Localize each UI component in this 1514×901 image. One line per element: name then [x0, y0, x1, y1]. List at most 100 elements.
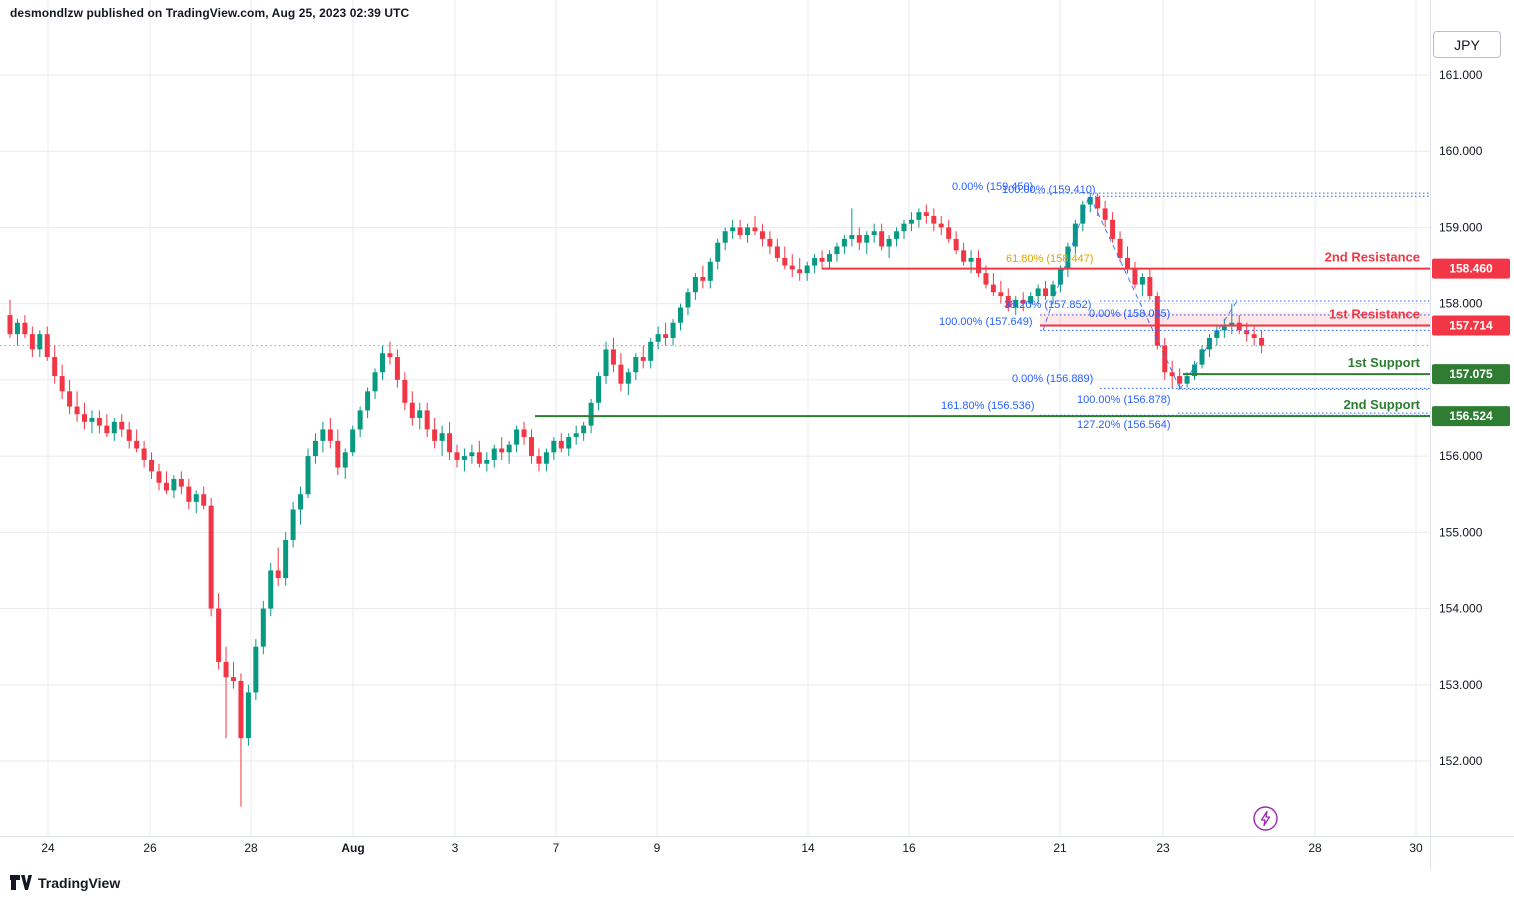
sr-label: 2nd Support	[1343, 397, 1420, 412]
candle	[223, 661, 229, 678]
candle	[320, 429, 326, 441]
fib-label: 127.20% (156.564)	[1077, 419, 1171, 431]
candle	[253, 646, 259, 693]
candle	[357, 410, 363, 430]
candle	[1251, 334, 1257, 338]
candle	[797, 269, 803, 274]
candle	[834, 246, 840, 255]
candle	[111, 421, 117, 434]
x-axis-label: 9	[654, 841, 661, 855]
candle	[499, 448, 505, 453]
candle	[819, 257, 825, 262]
sr-label: 1st Resistance	[1329, 306, 1420, 321]
y-axis-label: 154.000	[1439, 602, 1483, 616]
candle	[439, 433, 445, 441]
fib-label: 0.00% (159.450)	[952, 181, 1033, 193]
candle	[707, 261, 713, 281]
candle	[260, 608, 266, 647]
candle	[566, 437, 572, 449]
candle	[1244, 330, 1250, 335]
candle	[923, 212, 929, 217]
candle	[856, 235, 862, 243]
symbol-badge[interactable]: JPY	[1433, 31, 1501, 58]
candle	[44, 334, 50, 358]
candle	[938, 223, 944, 228]
candle	[916, 212, 922, 220]
candle	[238, 680, 244, 739]
candle	[424, 410, 430, 430]
x-axis-label: 16	[902, 841, 916, 855]
candle	[387, 353, 393, 358]
x-axis-label: 30	[1409, 841, 1423, 855]
candle	[447, 433, 453, 453]
candle	[931, 216, 937, 224]
candle	[961, 250, 967, 262]
candle	[879, 231, 885, 247]
x-axis-label: 28	[1308, 841, 1322, 855]
candle	[52, 357, 58, 377]
candle	[82, 414, 87, 422]
candle	[186, 486, 192, 502]
lightning-bolt-icon[interactable]	[1252, 805, 1279, 832]
candle	[1192, 364, 1198, 377]
candle	[1139, 276, 1145, 285]
candle	[1214, 330, 1220, 338]
candle	[275, 570, 281, 579]
candle	[335, 440, 341, 468]
price-label: 157.075	[1449, 367, 1493, 381]
candle	[1162, 345, 1168, 373]
candle	[14, 322, 20, 335]
candle	[1087, 196, 1093, 205]
candle	[312, 440, 318, 457]
candle	[588, 402, 594, 426]
candle	[432, 429, 438, 441]
tradingview-logo[interactable]: TradingView	[10, 874, 120, 891]
candle	[350, 429, 356, 453]
candle	[394, 357, 400, 380]
fib-trend-lines	[1042, 192, 1238, 390]
candle	[1050, 284, 1056, 297]
fib-label: 100.00% (156.878)	[1077, 394, 1171, 406]
y-axis-label: 158.000	[1439, 297, 1483, 311]
candle	[655, 334, 661, 342]
candle	[670, 322, 676, 338]
fib-labels: 0.00% (159.450)100.00% (159.410) 61.80% (…	[939, 181, 1171, 431]
candle	[1102, 208, 1108, 220]
candle	[610, 349, 616, 365]
gridlines	[0, 0, 1430, 836]
candle	[976, 257, 981, 274]
y-axis-label: 152.000	[1439, 754, 1483, 768]
candle	[365, 391, 371, 411]
y-axis-label: 156.000	[1439, 449, 1483, 463]
candle	[864, 235, 870, 243]
candle	[74, 406, 80, 415]
candle	[841, 238, 847, 247]
candle	[514, 429, 520, 445]
candle	[380, 353, 385, 373]
candle	[625, 372, 631, 384]
candle	[1236, 322, 1242, 331]
candle	[171, 478, 177, 491]
candle	[156, 471, 162, 483]
candle	[827, 254, 832, 262]
candle	[849, 235, 855, 239]
candle	[163, 482, 169, 491]
candle	[305, 456, 311, 495]
candle	[1147, 276, 1153, 297]
candle	[759, 231, 765, 239]
candle	[29, 334, 35, 350]
candle	[603, 349, 609, 377]
candle	[983, 273, 989, 285]
candle	[782, 257, 788, 266]
candle	[663, 334, 669, 338]
candle	[7, 315, 13, 335]
candle	[1117, 238, 1123, 258]
candle	[283, 539, 289, 579]
candle	[1132, 269, 1138, 285]
candle	[1154, 296, 1160, 346]
y-axis-label: 160.000	[1439, 144, 1483, 158]
fib-label: 100.00% (157.649)	[939, 316, 1033, 328]
candle	[417, 410, 423, 418]
candle	[737, 227, 743, 236]
